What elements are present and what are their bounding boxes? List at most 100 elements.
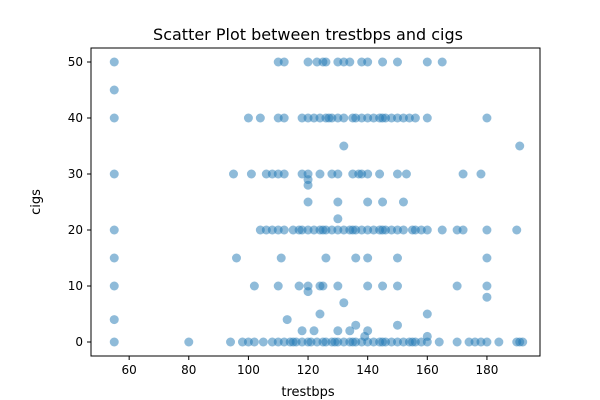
data-point xyxy=(279,225,289,235)
x-tick-label: 100 xyxy=(237,363,260,377)
data-point xyxy=(321,253,331,263)
data-point xyxy=(229,169,239,179)
data-point xyxy=(109,225,119,235)
data-point xyxy=(109,85,119,95)
data-point xyxy=(494,337,504,347)
data-point xyxy=(422,113,432,123)
data-point xyxy=(434,337,444,347)
data-point xyxy=(339,298,349,308)
data-point xyxy=(458,225,468,235)
data-point xyxy=(333,169,343,179)
data-point xyxy=(422,57,432,67)
data-point xyxy=(243,113,253,123)
data-point xyxy=(339,113,349,123)
y-tick-label: 0 xyxy=(75,335,83,349)
y-tick-label: 50 xyxy=(68,55,83,69)
data-point xyxy=(363,197,373,207)
x-axis-label: trestbps xyxy=(281,385,335,400)
y-tick-label: 10 xyxy=(68,279,83,293)
data-point xyxy=(279,113,289,123)
data-point xyxy=(363,326,373,336)
data-point xyxy=(297,326,307,336)
data-point xyxy=(109,337,119,347)
data-point xyxy=(333,281,343,291)
data-point xyxy=(482,225,492,235)
data-point xyxy=(392,169,402,179)
data-point xyxy=(276,253,286,263)
data-point xyxy=(410,113,420,123)
data-point xyxy=(279,57,289,67)
data-point xyxy=(333,197,343,207)
data-point xyxy=(401,169,411,179)
data-point xyxy=(375,169,385,179)
data-point xyxy=(482,113,492,123)
data-point xyxy=(452,281,462,291)
data-point xyxy=(392,320,402,330)
data-point xyxy=(273,281,283,291)
x-tick-label: 140 xyxy=(356,363,379,377)
data-point xyxy=(363,281,373,291)
data-point xyxy=(482,253,492,263)
data-point xyxy=(109,253,119,263)
data-point xyxy=(282,315,292,325)
data-point xyxy=(333,326,343,336)
data-point xyxy=(321,57,331,67)
data-point xyxy=(458,169,468,179)
data-point xyxy=(303,57,313,67)
data-point xyxy=(482,292,492,302)
data-point xyxy=(482,281,492,291)
x-tick-label: 60 xyxy=(122,363,137,377)
data-point xyxy=(339,141,349,151)
y-tick-label: 20 xyxy=(68,223,83,237)
data-point xyxy=(422,309,432,319)
data-point xyxy=(258,337,268,347)
data-point xyxy=(378,57,388,67)
y-tick-label: 40 xyxy=(68,111,83,125)
data-point xyxy=(333,214,343,224)
data-point xyxy=(226,337,236,347)
data-point xyxy=(482,337,492,347)
data-point xyxy=(255,113,265,123)
data-point xyxy=(378,281,388,291)
data-point xyxy=(363,57,373,67)
data-point xyxy=(452,337,462,347)
data-point xyxy=(392,281,402,291)
x-tick-label: 120 xyxy=(297,363,320,377)
chart-title: Scatter Plot between trestbps and cigs xyxy=(153,25,463,44)
points-layer xyxy=(109,57,528,347)
data-point xyxy=(315,309,325,319)
data-point xyxy=(315,169,325,179)
data-point xyxy=(515,141,525,151)
data-point xyxy=(318,281,328,291)
data-point xyxy=(422,225,432,235)
x-tick-label: 160 xyxy=(416,363,439,377)
data-point xyxy=(309,326,319,336)
y-ticks: 0 10 20 30 40 50 xyxy=(68,55,91,349)
data-point xyxy=(398,225,408,235)
data-point xyxy=(518,337,528,347)
data-point xyxy=(249,337,259,347)
x-ticks: 60 80 100 120 140 160 180 xyxy=(122,356,498,377)
data-point xyxy=(109,57,119,67)
data-point xyxy=(184,337,194,347)
y-axis-label: cigs xyxy=(29,189,44,215)
data-point xyxy=(512,225,522,235)
data-point xyxy=(392,253,402,263)
data-point xyxy=(231,253,241,263)
x-tick-label: 180 xyxy=(475,363,498,377)
data-point xyxy=(303,287,313,297)
x-tick-label: 80 xyxy=(181,363,196,377)
data-point xyxy=(246,169,256,179)
data-point xyxy=(345,326,355,336)
data-point xyxy=(437,57,447,67)
data-point xyxy=(392,57,402,67)
data-point xyxy=(422,331,432,341)
data-point xyxy=(363,169,373,179)
data-point xyxy=(109,281,119,291)
data-point xyxy=(109,169,119,179)
data-point xyxy=(294,281,304,291)
data-point xyxy=(437,225,447,235)
data-point xyxy=(476,169,486,179)
data-point xyxy=(249,281,259,291)
